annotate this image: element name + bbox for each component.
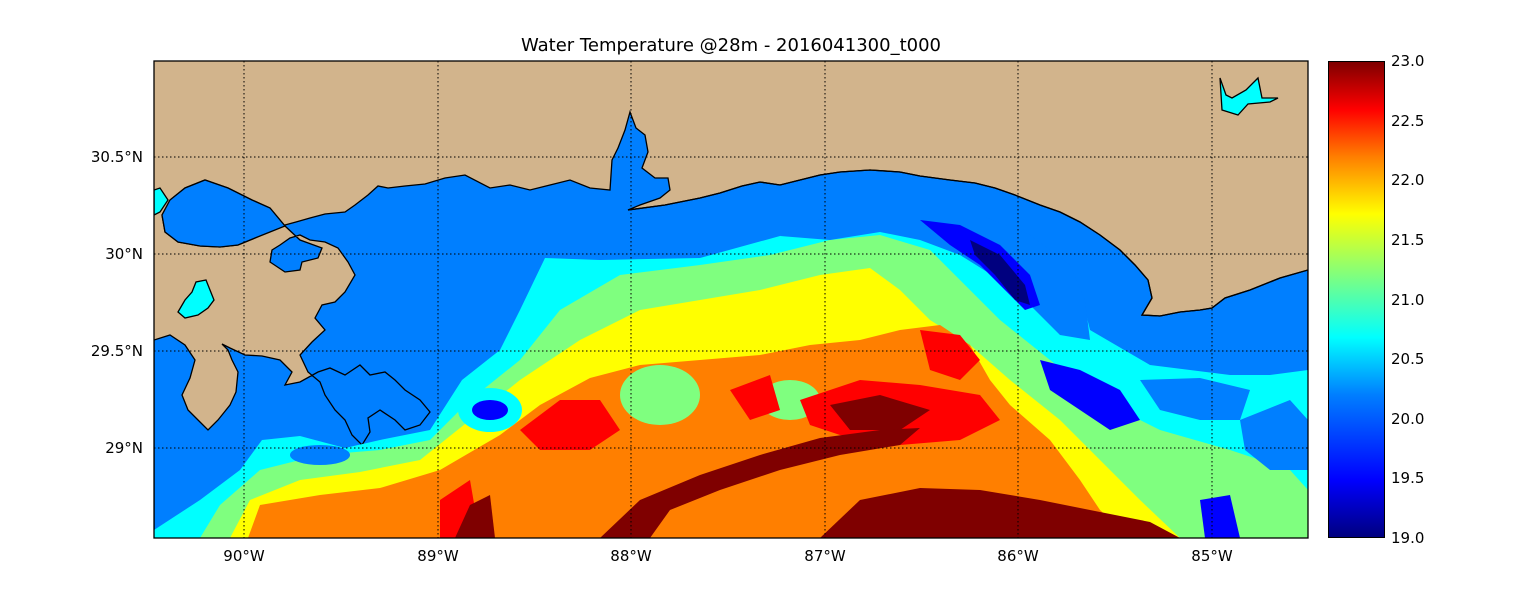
inland-lake-west <box>154 187 169 216</box>
gridlines <box>154 61 1308 538</box>
colorbar-tick: 22.5 <box>1391 111 1425 130</box>
y-tick-label: 29°N <box>105 439 143 457</box>
colorbar-tick: 21.0 <box>1391 290 1425 309</box>
x-tick-label: 85°W <box>1191 547 1233 565</box>
x-tick-label: 89°W <box>417 547 459 565</box>
y-tick-label: 30°N <box>105 245 143 263</box>
map-title: Water Temperature @28m - 2016041300_t000 <box>521 35 941 56</box>
x-tick-label: 86°W <box>997 547 1039 565</box>
colorbar-tick: 20.5 <box>1391 350 1425 369</box>
x-tick-label: 87°W <box>804 547 846 565</box>
colorbar-tick: 21.5 <box>1391 230 1425 249</box>
colorbar-tick: 23.0 <box>1391 52 1425 70</box>
lake-pontchartrain <box>161 179 287 248</box>
colorbar-tick: 22.0 <box>1391 171 1425 190</box>
y-tick-label: 30.5°N <box>90 148 143 166</box>
x-tick-label: 88°W <box>610 547 652 565</box>
y-tick-label: 29.5°N <box>90 342 143 360</box>
colorbar-tick: 19.5 <box>1391 469 1425 488</box>
colorbar-tick: 19.0 <box>1391 529 1425 547</box>
x-tick-label: 90°W <box>223 547 265 565</box>
temperature-field <box>154 205 1308 538</box>
colorbar <box>1328 61 1385 538</box>
map-frame <box>153 60 1309 539</box>
colorbar-tick: 20.0 <box>1391 409 1425 428</box>
inland-lake-south <box>177 279 215 319</box>
coastline <box>627 169 1308 317</box>
inland-lake-east <box>1219 76 1279 116</box>
